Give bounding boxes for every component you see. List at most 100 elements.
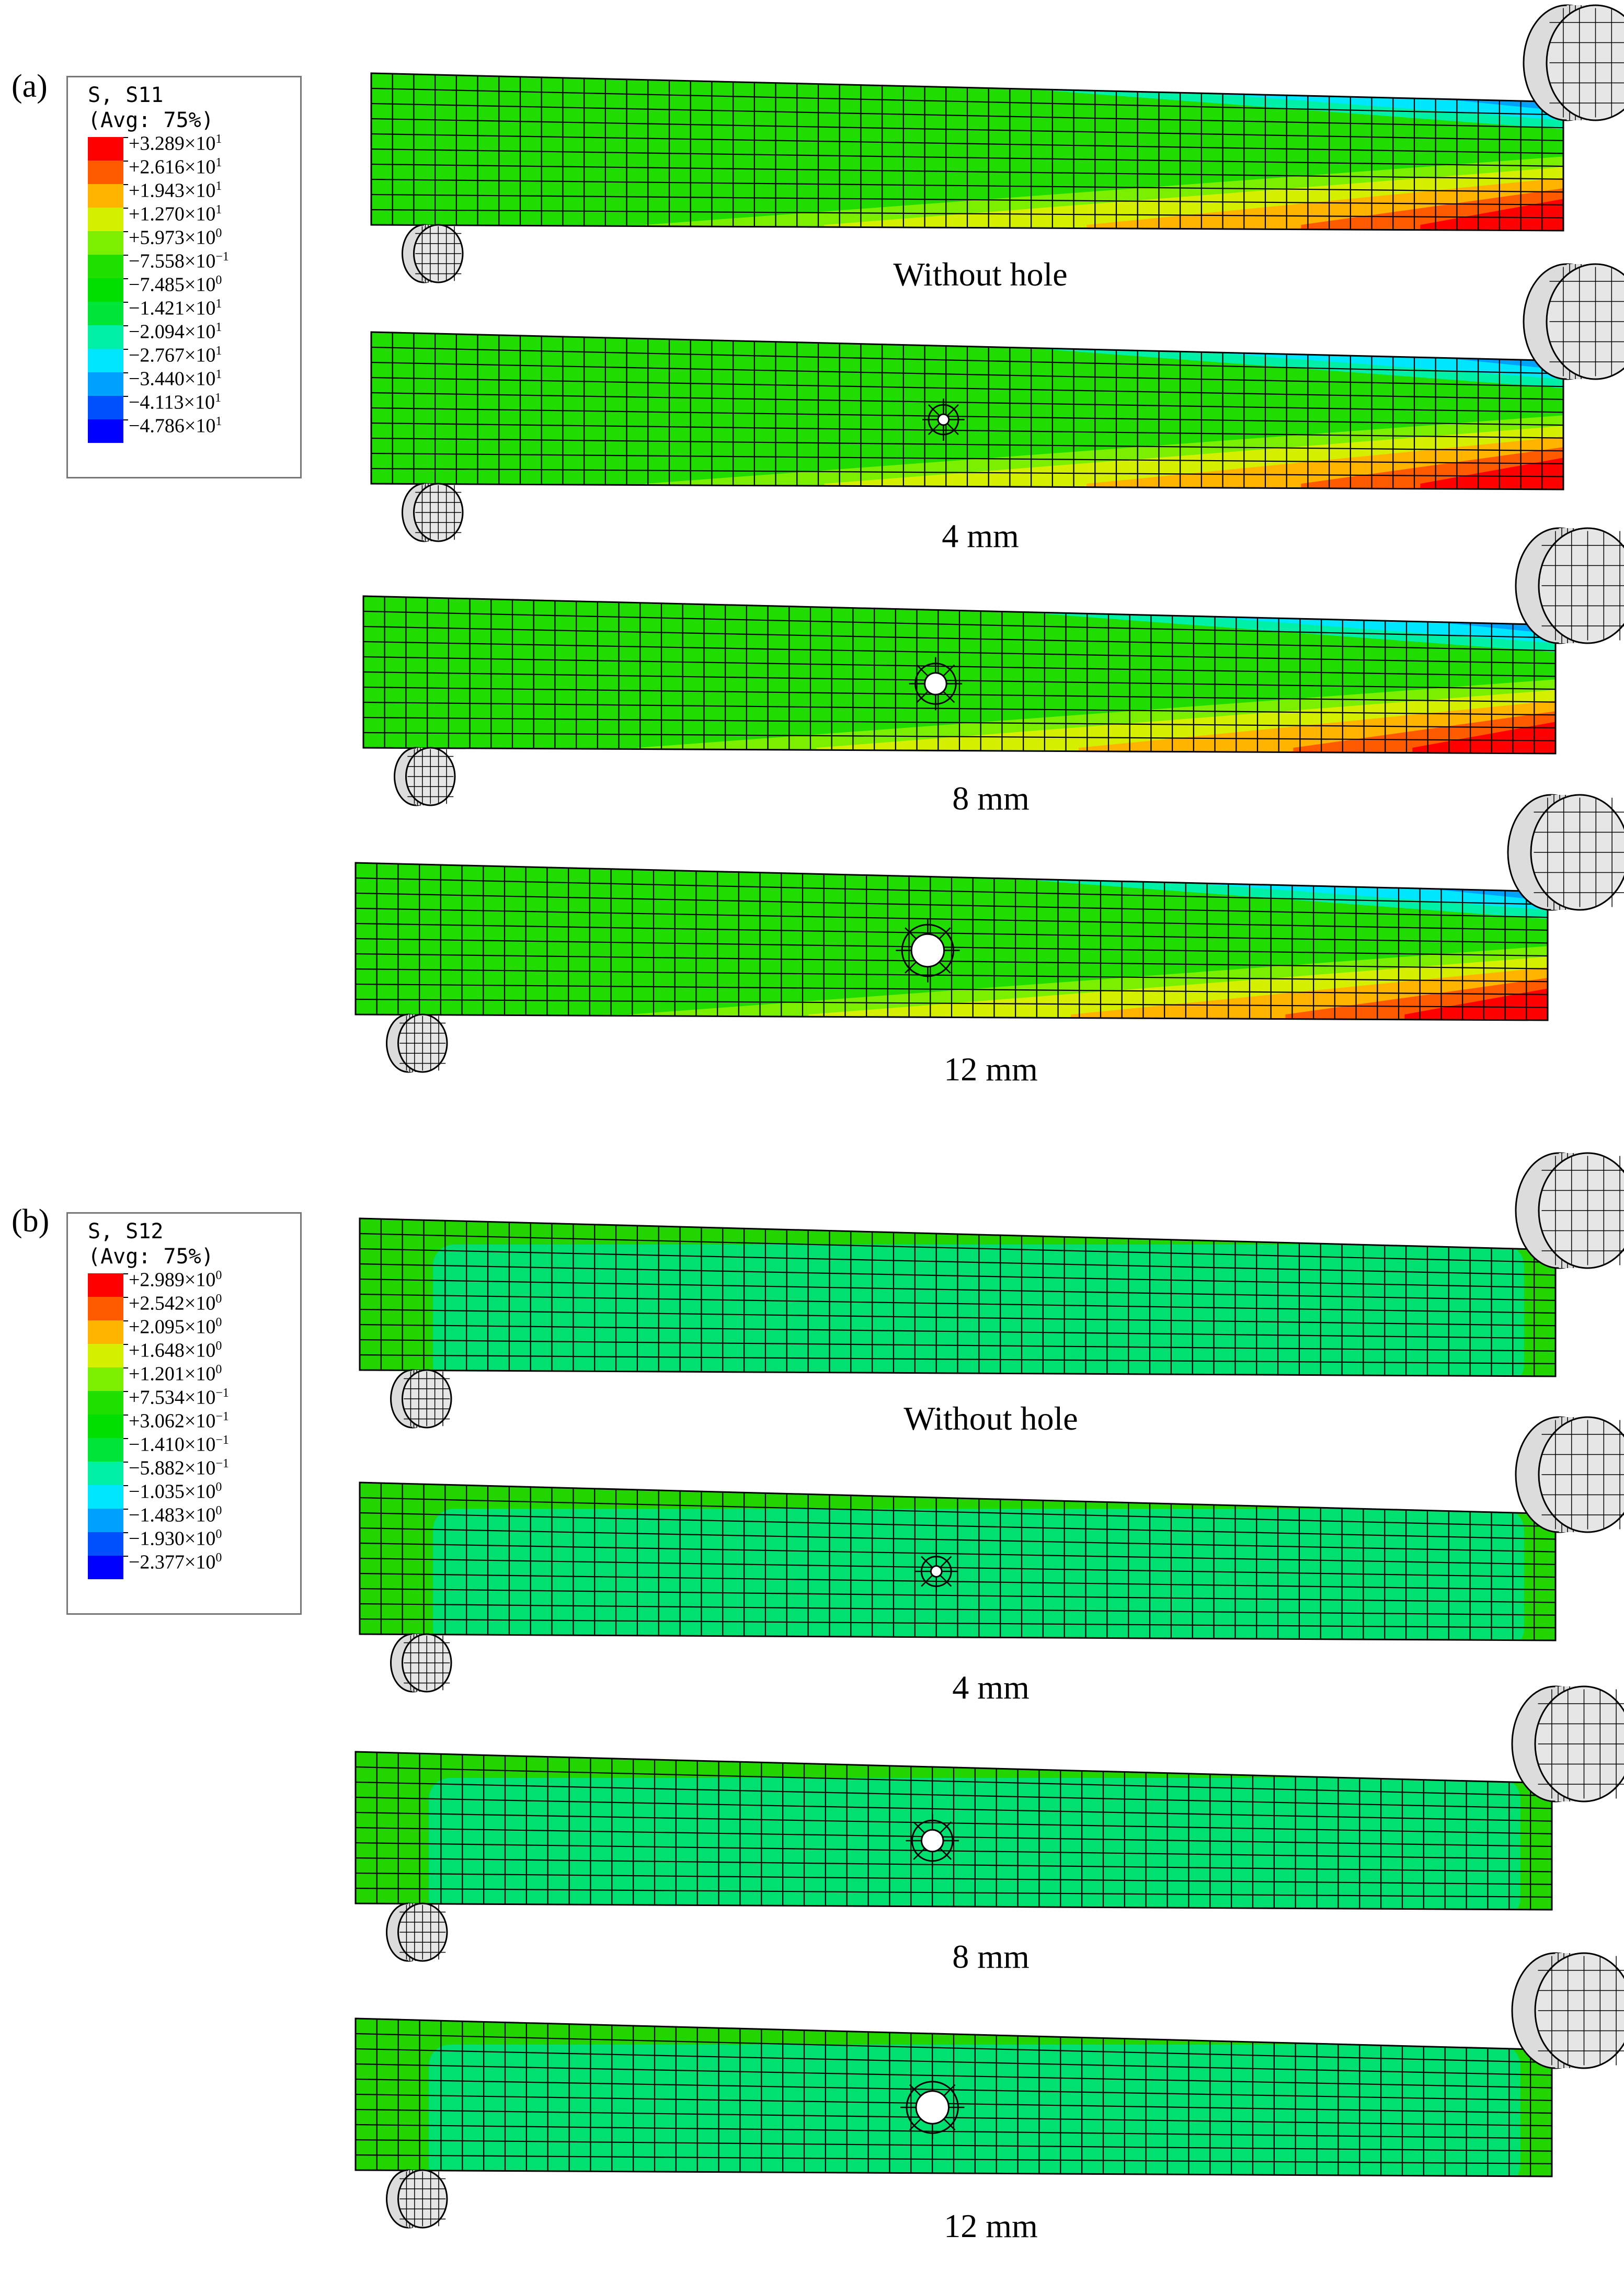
support-roller <box>402 483 464 542</box>
legend-value: +5.973×100 <box>129 226 222 249</box>
beam-model <box>359 1416 1624 1693</box>
legend-swatch <box>88 302 123 325</box>
legend-b-variable: S, S12 <box>88 1219 164 1244</box>
legend-swatch <box>88 1344 123 1367</box>
legend-swatch <box>88 184 123 208</box>
legend-tick <box>123 302 128 303</box>
support-roller <box>386 2169 448 2229</box>
panel-b-label: (b) <box>12 1203 50 1239</box>
legend-value: −2.377×100 <box>129 1551 222 1573</box>
legend-value: −3.440×101 <box>129 368 222 390</box>
legend-value: +1.943×101 <box>129 179 222 202</box>
legend-tick <box>123 372 128 373</box>
legend-tick <box>123 1273 128 1274</box>
beam-model <box>362 527 1624 806</box>
legend-tick <box>123 161 128 162</box>
loading-roller <box>1511 1685 1624 1803</box>
legend-tick <box>123 1509 128 1510</box>
legend-swatch <box>88 1532 123 1556</box>
legend-tick <box>123 255 128 256</box>
legend-value: −1.930×100 <box>129 1527 222 1550</box>
legend-tick <box>123 1320 128 1321</box>
legend-value: −5.882×10−1 <box>129 1457 229 1479</box>
loading-roller <box>1523 4 1624 121</box>
legend-tick <box>123 278 128 279</box>
loading-roller <box>1511 1952 1624 2069</box>
beam-model <box>354 1952 1624 2229</box>
beam-model <box>354 1685 1624 1962</box>
legend-swatch <box>88 325 123 349</box>
legend-value: +3.289×101 <box>129 132 222 155</box>
legend-tick <box>123 1556 128 1557</box>
beam-model <box>359 1152 1624 1429</box>
legend-tick <box>123 184 128 185</box>
legend-tick <box>123 137 128 138</box>
legend-value: −7.558×10−1 <box>129 250 229 272</box>
caption-a-3: 12 mm <box>944 1051 1038 1088</box>
legend-swatch <box>88 1391 123 1415</box>
legend-value: +1.648×100 <box>129 1339 222 1362</box>
caption-a-0: Without hole <box>893 256 1068 293</box>
loading-roller <box>1515 1152 1624 1269</box>
legend-tick <box>123 1438 128 1439</box>
legend-tick <box>123 1344 128 1345</box>
legend-a-variable: S, S11 <box>88 83 164 107</box>
legend-swatch <box>88 255 123 278</box>
legend-value: −1.035×100 <box>129 1480 222 1503</box>
support-roller <box>402 224 464 283</box>
loading-roller <box>1515 527 1624 644</box>
legend-value: +2.095×100 <box>129 1316 222 1338</box>
legend-a-averaging: (Avg: 75%) <box>88 108 214 132</box>
beam-model <box>370 4 1624 283</box>
legend-value: −1.410×10−1 <box>129 1433 229 1456</box>
legend-swatch <box>88 1438 123 1462</box>
panel-b-legend: S, S12 (Avg: 75%) +2.989×100 +2.542×100 +2… <box>66 1212 302 1615</box>
caption-b-3: 12 mm <box>944 2207 1038 2244</box>
legend-swatch <box>88 1320 123 1344</box>
legend-swatch <box>88 349 123 372</box>
beam-model <box>370 263 1624 542</box>
legend-value: +3.062×10−1 <box>129 1410 229 1432</box>
beam-model <box>354 794 1624 1073</box>
legend-value: −1.483×100 <box>129 1504 222 1526</box>
legend-tick <box>123 1462 128 1463</box>
support-roller <box>386 1013 448 1073</box>
legend-tick <box>123 1532 128 1533</box>
legend-swatch <box>88 1367 123 1391</box>
legend-tick <box>123 1367 128 1368</box>
legend-value: +2.616×101 <box>129 156 222 178</box>
legend-swatch <box>88 161 123 184</box>
legend-tick <box>123 1485 128 1486</box>
caption-a-1: 4 mm <box>942 517 1019 554</box>
panel-a-label: (a) <box>12 69 48 104</box>
legend-value: −4.113×101 <box>129 391 221 414</box>
caption-b-0: Without hole <box>904 1400 1078 1437</box>
loading-roller <box>1507 794 1624 911</box>
caption-b-2: 8 mm <box>952 1938 1030 1975</box>
support-roller <box>390 1633 452 1693</box>
caption-a-2: 8 mm <box>952 780 1030 817</box>
legend-swatch <box>88 1415 123 1438</box>
legend-value: +2.542×100 <box>129 1292 222 1315</box>
legend-swatch <box>88 372 123 396</box>
legend-tick <box>123 208 128 209</box>
legend-tick <box>123 349 128 350</box>
support-roller <box>386 1902 448 1962</box>
legend-tick <box>123 231 128 232</box>
legend-value: +1.201×100 <box>129 1363 222 1385</box>
legend-swatch <box>88 1509 123 1532</box>
legend-swatch <box>88 396 123 419</box>
legend-value: −2.094×101 <box>129 321 222 343</box>
legend-value: +2.989×100 <box>129 1269 222 1291</box>
legend-value: +7.534×10−1 <box>129 1386 229 1409</box>
panel-a-legend: S, S11 (Avg: 75%) +3.289×101 +2.616×101 +1… <box>66 76 302 478</box>
legend-swatch <box>88 1462 123 1485</box>
legend-value: +1.270×101 <box>129 203 222 225</box>
legend-swatch <box>88 208 123 231</box>
caption-b-1: 4 mm <box>952 1669 1030 1706</box>
legend-value: −1.421×101 <box>129 297 222 320</box>
legend-value: −7.485×100 <box>129 273 222 296</box>
legend-swatch <box>88 419 123 443</box>
legend-tick <box>123 325 128 326</box>
